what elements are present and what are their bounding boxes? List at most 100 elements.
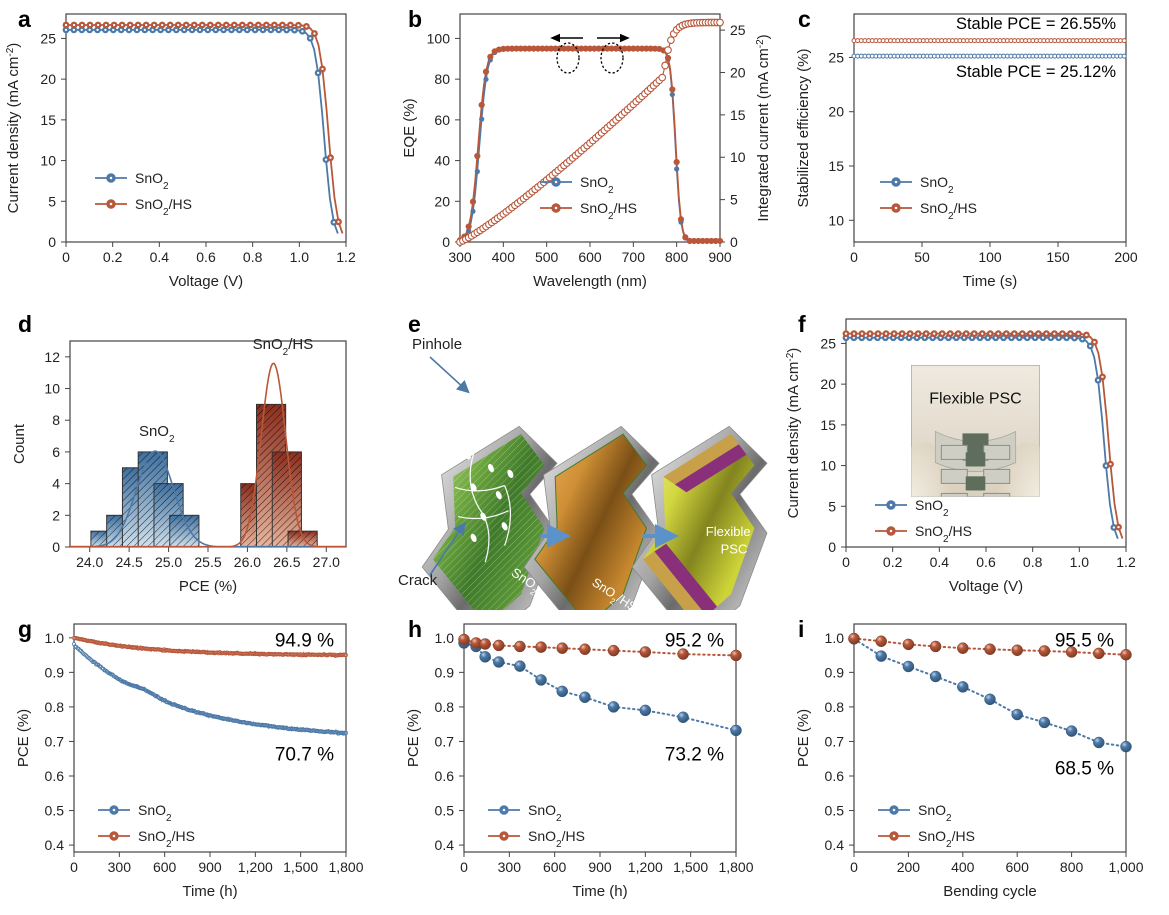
svg-text:800: 800 [1060, 859, 1084, 875]
svg-text:0.4: 0.4 [435, 837, 455, 853]
svg-text:SnO2: SnO2 [139, 423, 175, 445]
svg-text:SnO2: SnO2 [138, 802, 172, 824]
svg-text:0.5: 0.5 [45, 803, 65, 819]
svg-text:Wavelength (nm): Wavelength (nm) [533, 273, 647, 290]
svg-text:25: 25 [820, 335, 836, 351]
svg-text:26.5: 26.5 [273, 554, 300, 570]
svg-text:10: 10 [730, 149, 746, 165]
svg-text:0.6: 0.6 [825, 768, 845, 784]
svg-text:2: 2 [52, 507, 60, 523]
svg-text:20: 20 [828, 104, 844, 120]
svg-text:600: 600 [153, 859, 177, 875]
svg-text:0.7: 0.7 [435, 733, 455, 749]
svg-text:300: 300 [448, 249, 472, 265]
svg-text:Crack: Crack [398, 572, 438, 589]
svg-text:0.9: 0.9 [825, 664, 845, 680]
svg-text:Stable PCE = 25.12%: Stable PCE = 25.12% [956, 63, 1116, 81]
svg-text:0.4: 0.4 [45, 837, 65, 853]
svg-text:70.7 %: 70.7 % [275, 744, 334, 765]
svg-text:SnO2/HS: SnO2/HS [920, 200, 977, 222]
svg-text:0.5: 0.5 [435, 803, 455, 819]
svg-text:6: 6 [52, 444, 60, 460]
svg-text:60: 60 [434, 112, 450, 128]
svg-text:10: 10 [44, 381, 60, 397]
svg-text:0.5: 0.5 [825, 803, 845, 819]
svg-text:0.7: 0.7 [825, 733, 845, 749]
svg-text:0.2: 0.2 [103, 249, 123, 265]
svg-text:0.4: 0.4 [825, 837, 845, 853]
svg-text:300: 300 [498, 859, 522, 875]
svg-text:0.8: 0.8 [435, 699, 455, 715]
svg-text:68.5 %: 68.5 % [1055, 758, 1114, 779]
svg-text:Count: Count [11, 423, 28, 464]
svg-text:12: 12 [44, 349, 60, 365]
svg-text:4: 4 [52, 476, 60, 492]
svg-text:100: 100 [427, 30, 451, 46]
svg-text:0.4: 0.4 [930, 554, 950, 570]
svg-text:5: 5 [828, 498, 836, 514]
svg-text:400: 400 [492, 249, 516, 265]
svg-text:0: 0 [850, 859, 858, 875]
svg-text:Integrated current (mA cm-2): Integrated current (mA cm-2) [755, 34, 773, 221]
svg-text:PCE (%): PCE (%) [179, 578, 237, 595]
svg-text:20: 20 [730, 64, 746, 80]
svg-text:SnO2/HS: SnO2/HS [138, 828, 195, 850]
svg-text:20: 20 [434, 193, 450, 209]
svg-text:SnO2/HS: SnO2/HS [253, 336, 314, 358]
svg-text:1.0: 1.0 [435, 630, 455, 646]
svg-text:1,200: 1,200 [238, 859, 273, 875]
svg-text:5: 5 [730, 192, 738, 208]
svg-text:400: 400 [951, 859, 975, 875]
svg-text:15: 15 [820, 417, 836, 433]
svg-text:0: 0 [828, 539, 836, 555]
svg-text:80: 80 [434, 71, 450, 87]
svg-text:20: 20 [40, 71, 56, 87]
svg-text:600: 600 [543, 859, 567, 875]
svg-text:10: 10 [828, 212, 844, 228]
svg-text:800: 800 [665, 249, 689, 265]
svg-text:SnO2: SnO2 [135, 170, 169, 192]
svg-text:27.0: 27.0 [313, 554, 340, 570]
svg-text:0: 0 [730, 234, 738, 250]
svg-text:0: 0 [442, 234, 450, 250]
svg-text:700: 700 [622, 249, 646, 265]
svg-text:0: 0 [460, 859, 468, 875]
svg-text:1,800: 1,800 [328, 859, 363, 875]
svg-text:25: 25 [730, 22, 746, 38]
svg-text:25.0: 25.0 [155, 554, 182, 570]
svg-text:0.4: 0.4 [150, 249, 170, 265]
svg-text:PSC: PSC [721, 541, 748, 556]
svg-text:Flexible: Flexible [706, 524, 751, 539]
svg-text:900: 900 [198, 859, 222, 875]
svg-text:SnO2/HS: SnO2/HS [918, 828, 975, 850]
svg-text:EQE (%): EQE (%) [401, 98, 418, 157]
svg-text:94.9 %: 94.9 % [275, 630, 334, 651]
svg-text:Time (h): Time (h) [572, 883, 627, 900]
svg-text:Bending cycle: Bending cycle [943, 883, 1036, 900]
svg-text:20: 20 [820, 376, 836, 392]
svg-text:Current density (mA cm-2): Current density (mA cm-2) [785, 348, 803, 519]
svg-text:SnO2/HS: SnO2/HS [135, 196, 192, 218]
svg-text:0.6: 0.6 [435, 768, 455, 784]
svg-text:Stable PCE = 26.55%: Stable PCE = 26.55% [956, 15, 1116, 33]
svg-text:500: 500 [535, 249, 559, 265]
svg-text:95.5 %: 95.5 % [1055, 630, 1114, 651]
svg-text:SnO2: SnO2 [528, 802, 562, 824]
svg-text:SnO2/HS: SnO2/HS [528, 828, 585, 850]
svg-text:0.9: 0.9 [435, 664, 455, 680]
svg-text:1.2: 1.2 [1116, 554, 1136, 570]
svg-text:900: 900 [588, 859, 612, 875]
svg-text:0.8: 0.8 [1023, 554, 1043, 570]
svg-text:25: 25 [40, 30, 56, 46]
svg-text:100: 100 [978, 249, 1002, 265]
svg-text:15: 15 [40, 112, 56, 128]
svg-text:600: 600 [1006, 859, 1030, 875]
svg-text:0: 0 [842, 554, 850, 570]
svg-text:PCE (%): PCE (%) [15, 709, 32, 767]
svg-text:Stabilized efficiency (%): Stabilized efficiency (%) [795, 49, 812, 208]
svg-text:200: 200 [897, 859, 921, 875]
svg-text:0.7: 0.7 [45, 733, 65, 749]
svg-text:8: 8 [52, 412, 60, 428]
svg-text:0.8: 0.8 [825, 699, 845, 715]
svg-text:0.6: 0.6 [196, 249, 216, 265]
